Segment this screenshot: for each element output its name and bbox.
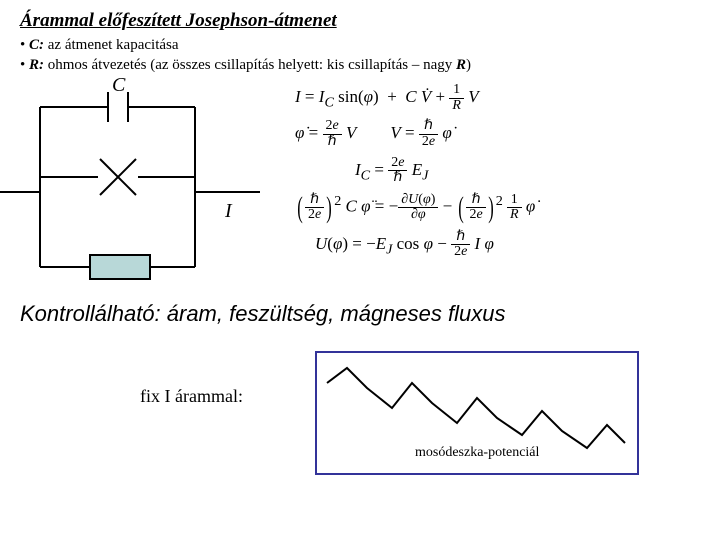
eq-3: IC = 2eℏ EJ: [295, 156, 535, 186]
bullet2-txt: ohmos átvezetés (az összes csillapítás h…: [44, 57, 456, 73]
circuit-diagram: C I R: [0, 77, 270, 287]
bullet1-sym: C:: [29, 37, 44, 53]
label-C: C: [112, 77, 126, 96]
washboard-curve: [327, 368, 625, 448]
bullet-2: • R: ohmos átvezetés (az összes csillapí…: [20, 56, 700, 76]
equations-block: I = IC sin(φ) + C V̇ + 1R V φ̇ = 2eℏ V V…: [295, 77, 535, 266]
fix-current-label: fix I árammal:: [140, 386, 243, 407]
label-R: R: [112, 282, 127, 287]
washboard-label: mosódeszka-potenciál: [415, 445, 539, 461]
bullet1-txt: az átmenet kapacitása: [44, 37, 179, 53]
bullet-list: • C: az átmenet kapacitása • R: ohmos át…: [20, 36, 700, 75]
eq-5: U(φ) = −EJ cos φ − ℏ2e I φ: [295, 230, 535, 260]
summary-line: Kontrollálható: áram, feszültség, mágnes…: [20, 301, 700, 327]
eq-4: (ℏ2e)2 C φ̈ = −∂U(φ)∂φ − (ℏ2e)2 1R φ̇: [295, 192, 535, 224]
eq-1: I = IC sin(φ) + C V̇ + 1R V: [295, 83, 535, 113]
label-I: I: [224, 200, 233, 222]
bullet2-sym: R:: [29, 57, 44, 73]
bullet2-end: R: [456, 57, 466, 73]
page-title: Árammal előfeszített Josephson-átmenet: [20, 10, 700, 32]
bullet-1: • C: az átmenet kapacitása: [20, 36, 700, 56]
eq-2: φ̇ = 2eℏ V V = ℏ2e φ̇: [295, 119, 535, 149]
